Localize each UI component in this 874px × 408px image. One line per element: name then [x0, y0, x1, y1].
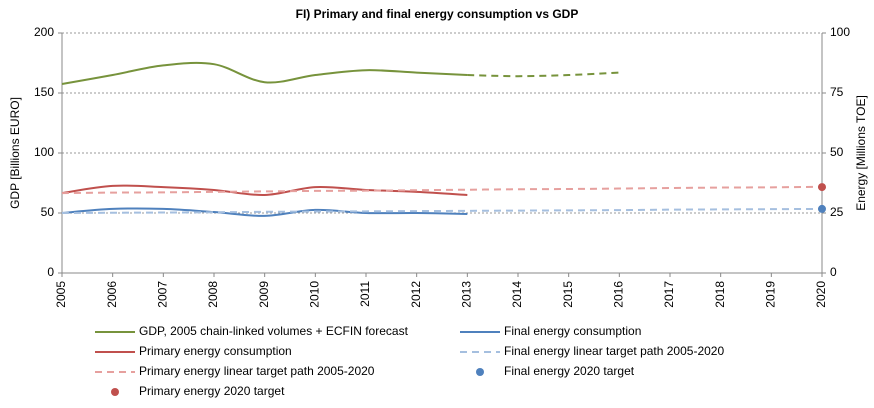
y2-tick-label: 75 [830, 85, 844, 99]
legend-label: Final energy linear target path 2005-202… [504, 344, 724, 358]
series-line [61, 207, 823, 214]
y-tick-label: 200 [34, 25, 54, 39]
chart-title: FI) Primary and final energy consumption… [296, 7, 579, 21]
legend-label: Final energy consumption [504, 324, 641, 338]
y-tick-label: 100 [34, 145, 54, 159]
legend-label: Final energy 2020 target [504, 364, 635, 378]
x-tick-label: 2019 [764, 281, 778, 308]
legend-label: Primary energy consumption [139, 344, 292, 358]
x-tick-label: 2008 [206, 281, 220, 308]
series-line [61, 207, 468, 217]
series-line [61, 184, 468, 197]
target-point [818, 204, 826, 213]
x-tick-label: 2016 [612, 281, 626, 308]
y2-tick-label: 50 [830, 145, 844, 159]
y2-tick-label: 25 [830, 205, 844, 219]
x-tick-label: 2006 [105, 281, 119, 308]
x-tick-label: 2009 [257, 281, 271, 308]
legend-label: Primary energy linear target path 2005-2… [139, 364, 375, 378]
y-axis-label: GDP [Billions EURO] [8, 97, 22, 209]
y2-tick-label: 0 [830, 265, 837, 279]
x-tick-label: 2017 [662, 281, 676, 308]
legend-marker [476, 368, 484, 376]
legend-label: Primary energy 2020 target [139, 384, 285, 398]
y2-tick-label: 100 [830, 25, 850, 39]
x-tick-label: 2007 [156, 281, 170, 308]
x-tick-label: 2020 [814, 281, 828, 308]
series-line [467, 71, 620, 78]
y-tick-label: 50 [41, 205, 55, 219]
x-tick-label: 2012 [409, 281, 423, 308]
x-tick-label: 2010 [308, 281, 322, 308]
y2-axis-label: Energy [Millions TOE] [854, 95, 868, 211]
x-tick-label: 2013 [460, 281, 474, 308]
series-line [61, 185, 823, 195]
x-tick-label: 2011 [358, 281, 372, 307]
legend-marker [111, 388, 119, 396]
y-tick-label: 150 [34, 85, 54, 99]
x-tick-label: 2018 [713, 281, 727, 308]
series-line [61, 61, 468, 85]
x-tick-label: 2005 [54, 281, 68, 308]
y-tick-label: 0 [47, 265, 54, 279]
legend-label: GDP, 2005 chain-linked volumes + ECFIN f… [139, 324, 409, 338]
target-point [818, 183, 826, 192]
x-tick-label: 2014 [510, 281, 524, 308]
x-tick-label: 2015 [561, 281, 575, 308]
